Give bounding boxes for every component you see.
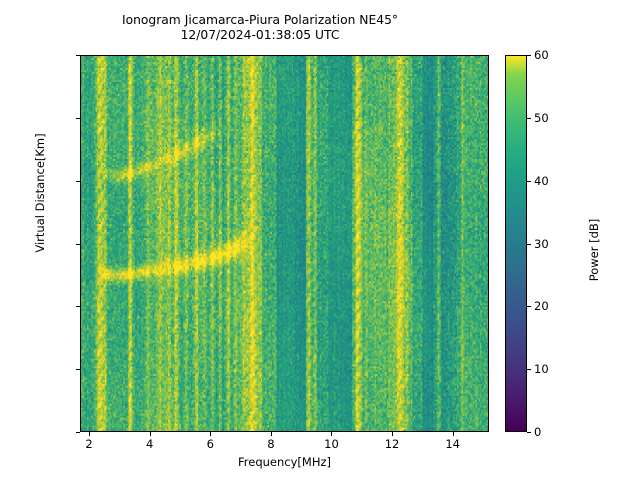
- x-tick-mark: [150, 432, 151, 436]
- chart-title-line2: 12/07/2024-01:38:05 UTC: [180, 28, 340, 42]
- colorbar-tick-label: 10: [534, 362, 549, 377]
- colorbar-tick-label: 0: [534, 425, 542, 439]
- colorbar-tick-label: 20: [534, 299, 549, 314]
- x-axis-label: Frequency[MHz]: [238, 455, 331, 469]
- ionogram-heatmap: [81, 56, 488, 431]
- chart-title: Ionogram Jicamarca-Piura Polarization NE…: [0, 13, 520, 43]
- colorbar-tick-label: 40: [534, 173, 549, 188]
- y-tick-mark: [76, 181, 80, 182]
- y-tick-mark: [76, 369, 80, 370]
- y-tick-mark: [76, 118, 80, 119]
- colorbar-tick-mark: [527, 369, 531, 370]
- x-tick-label: 12: [384, 437, 400, 451]
- y-tick-mark: [76, 55, 80, 56]
- x-tick-mark: [453, 432, 454, 436]
- colorbar-tick-label: 50: [534, 110, 549, 125]
- colorbar-tick-mark: [527, 181, 531, 182]
- colorbar-tick-mark: [527, 55, 531, 56]
- y-tick-mark: [76, 432, 80, 433]
- x-tick-mark: [271, 432, 272, 436]
- colorbar-tick-mark: [527, 118, 531, 119]
- x-tick-label: 6: [206, 437, 214, 451]
- y-axis-label: Virtual Distance[Km]: [33, 133, 47, 253]
- colorbar-tick-mark: [527, 432, 531, 433]
- colorbar-tick-label: 30: [534, 236, 549, 251]
- x-tick-mark: [392, 432, 393, 436]
- x-tick-label: 14: [445, 437, 460, 451]
- colorbar-tick-mark: [527, 306, 531, 307]
- chart-title-line1: Ionogram Jicamarca-Piura Polarization NE…: [121, 13, 399, 27]
- colorbar: [505, 55, 527, 432]
- colorbar-tick-label: 60: [534, 48, 549, 62]
- plot-area: [80, 55, 489, 432]
- x-tick-label: 2: [85, 437, 93, 451]
- colorbar-label: Power [dB]: [587, 218, 601, 282]
- y-tick-mark: [76, 244, 80, 245]
- x-tick-label: 8: [267, 437, 275, 451]
- x-tick-label: 10: [324, 437, 339, 451]
- x-tick-label: 4: [146, 437, 154, 451]
- colorbar-tick-mark: [527, 244, 531, 245]
- x-tick-mark: [331, 432, 332, 436]
- x-tick-mark: [89, 432, 90, 436]
- y-tick-mark: [76, 306, 80, 307]
- x-tick-mark: [210, 432, 211, 436]
